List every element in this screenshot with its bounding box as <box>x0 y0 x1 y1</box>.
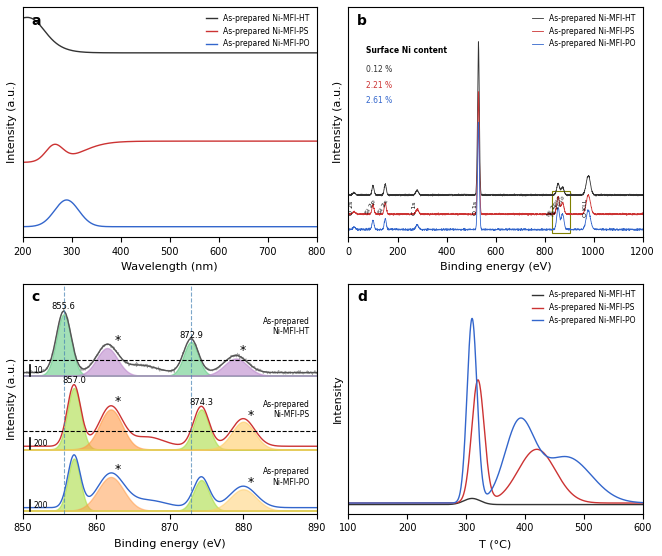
Text: Surface Ni content: Surface Ni content <box>365 46 447 55</box>
As-prepared Ni-MFI-HT <box>639 501 647 508</box>
Text: *: * <box>115 463 121 475</box>
Text: As-prepared
Ni-MFI-HT: As-prepared Ni-MFI-HT <box>263 317 309 336</box>
As-prepared Ni-MFI-HT <box>468 495 476 502</box>
Text: *: * <box>115 334 121 347</box>
As-prepared Ni-MFI-PS <box>463 470 471 476</box>
Text: 855.6: 855.6 <box>52 302 75 311</box>
As-prepared Ni-MFI-HT <box>574 501 582 508</box>
Text: c: c <box>31 290 40 305</box>
Text: O KLL: O KLL <box>583 199 589 217</box>
Text: As-prepared
Ni-MFI-PS: As-prepared Ni-MFI-PS <box>263 400 309 419</box>
As-prepared Ni-MFI-PO <box>579 464 587 470</box>
Line: As-prepared Ni-MFI-HT: As-prepared Ni-MFI-HT <box>348 498 643 504</box>
Y-axis label: Intensity: Intensity <box>333 374 343 423</box>
As-prepared Ni-MFI-HT <box>475 497 483 503</box>
Y-axis label: Intensity (a.u.): Intensity (a.u.) <box>7 81 17 163</box>
As-prepared Ni-MFI-PO <box>375 500 383 507</box>
As-prepared Ni-MFI-PS <box>474 376 482 383</box>
As-prepared Ni-MFI-PO <box>463 379 471 385</box>
As-prepared Ni-MFI-PO <box>475 415 483 422</box>
Text: 874.3: 874.3 <box>189 398 213 407</box>
Legend: As-prepared Ni-MFI-HT, As-prepared Ni-MFI-PS, As-prepared Ni-MFI-PO: As-prepared Ni-MFI-HT, As-prepared Ni-MF… <box>529 287 639 328</box>
Text: *: * <box>248 476 254 489</box>
Text: C 1s: C 1s <box>412 201 417 215</box>
Text: Si 2s: Si 2s <box>377 199 389 215</box>
As-prepared Ni-MFI-HT <box>344 501 352 508</box>
Text: 857.0: 857.0 <box>62 376 86 385</box>
Y-axis label: Intensity (a.u.): Intensity (a.u.) <box>333 81 343 163</box>
Text: Ni 2p$_{1/2}$: Ni 2p$_{1/2}$ <box>549 193 569 219</box>
Text: *: * <box>248 409 254 421</box>
Text: b: b <box>357 14 367 28</box>
As-prepared Ni-MFI-PO <box>547 454 555 461</box>
Legend: As-prepared Ni-MFI-HT, As-prepared Ni-MFI-PS, As-prepared Ni-MFI-PO: As-prepared Ni-MFI-HT, As-prepared Ni-MF… <box>203 11 313 52</box>
As-prepared Ni-MFI-PO <box>639 499 647 506</box>
Text: Ni 2p$_{3/2}$: Ni 2p$_{3/2}$ <box>545 193 564 219</box>
As-prepared Ni-MFI-PO <box>574 459 582 465</box>
Y-axis label: Intensity (a.u.): Intensity (a.u.) <box>7 358 17 440</box>
Text: 2.61 %: 2.61 % <box>365 96 392 105</box>
As-prepared Ni-MFI-PS <box>639 500 647 507</box>
Text: 10: 10 <box>34 366 43 375</box>
Text: 200: 200 <box>34 439 48 448</box>
X-axis label: T (°C): T (°C) <box>479 539 512 549</box>
As-prepared Ni-MFI-PS <box>375 500 383 507</box>
As-prepared Ni-MFI-PS <box>475 377 483 384</box>
Text: 872.9: 872.9 <box>179 331 203 340</box>
As-prepared Ni-MFI-PO <box>468 315 476 322</box>
As-prepared Ni-MFI-HT <box>375 501 383 508</box>
Text: *: * <box>115 395 121 408</box>
Text: Si 2p: Si 2p <box>365 198 377 215</box>
X-axis label: Binding energy (eV): Binding energy (eV) <box>114 539 226 549</box>
As-prepared Ni-MFI-HT <box>463 496 471 503</box>
As-prepared Ni-MFI-HT <box>579 501 587 508</box>
Line: As-prepared Ni-MFI-PS: As-prepared Ni-MFI-PS <box>348 380 643 503</box>
As-prepared Ni-MFI-HT <box>547 501 555 508</box>
As-prepared Ni-MFI-PO <box>344 500 352 507</box>
Text: 0.12 %: 0.12 % <box>365 65 392 74</box>
Line: As-prepared Ni-MFI-PO: As-prepared Ni-MFI-PO <box>348 319 643 503</box>
Legend: As-prepared Ni-MFI-HT, As-prepared Ni-MFI-PS, As-prepared Ni-MFI-PO: As-prepared Ni-MFI-HT, As-prepared Ni-MF… <box>529 11 639 52</box>
Text: O 1s: O 1s <box>473 201 479 215</box>
Text: a: a <box>31 14 41 28</box>
Text: O 2s: O 2s <box>349 201 354 215</box>
Text: As-prepared
Ni-MFI-PO: As-prepared Ni-MFI-PO <box>263 467 309 486</box>
As-prepared Ni-MFI-PS <box>574 495 582 502</box>
X-axis label: Wavelength (nm): Wavelength (nm) <box>121 262 218 272</box>
X-axis label: Binding energy (eV): Binding energy (eV) <box>440 262 551 272</box>
Text: *: * <box>240 344 246 357</box>
As-prepared Ni-MFI-PS <box>579 497 587 504</box>
Text: 2.21 %: 2.21 % <box>365 81 392 90</box>
As-prepared Ni-MFI-PS <box>344 500 352 507</box>
Text: d: d <box>357 290 367 305</box>
Text: 200: 200 <box>34 501 48 510</box>
As-prepared Ni-MFI-PS <box>547 459 555 466</box>
